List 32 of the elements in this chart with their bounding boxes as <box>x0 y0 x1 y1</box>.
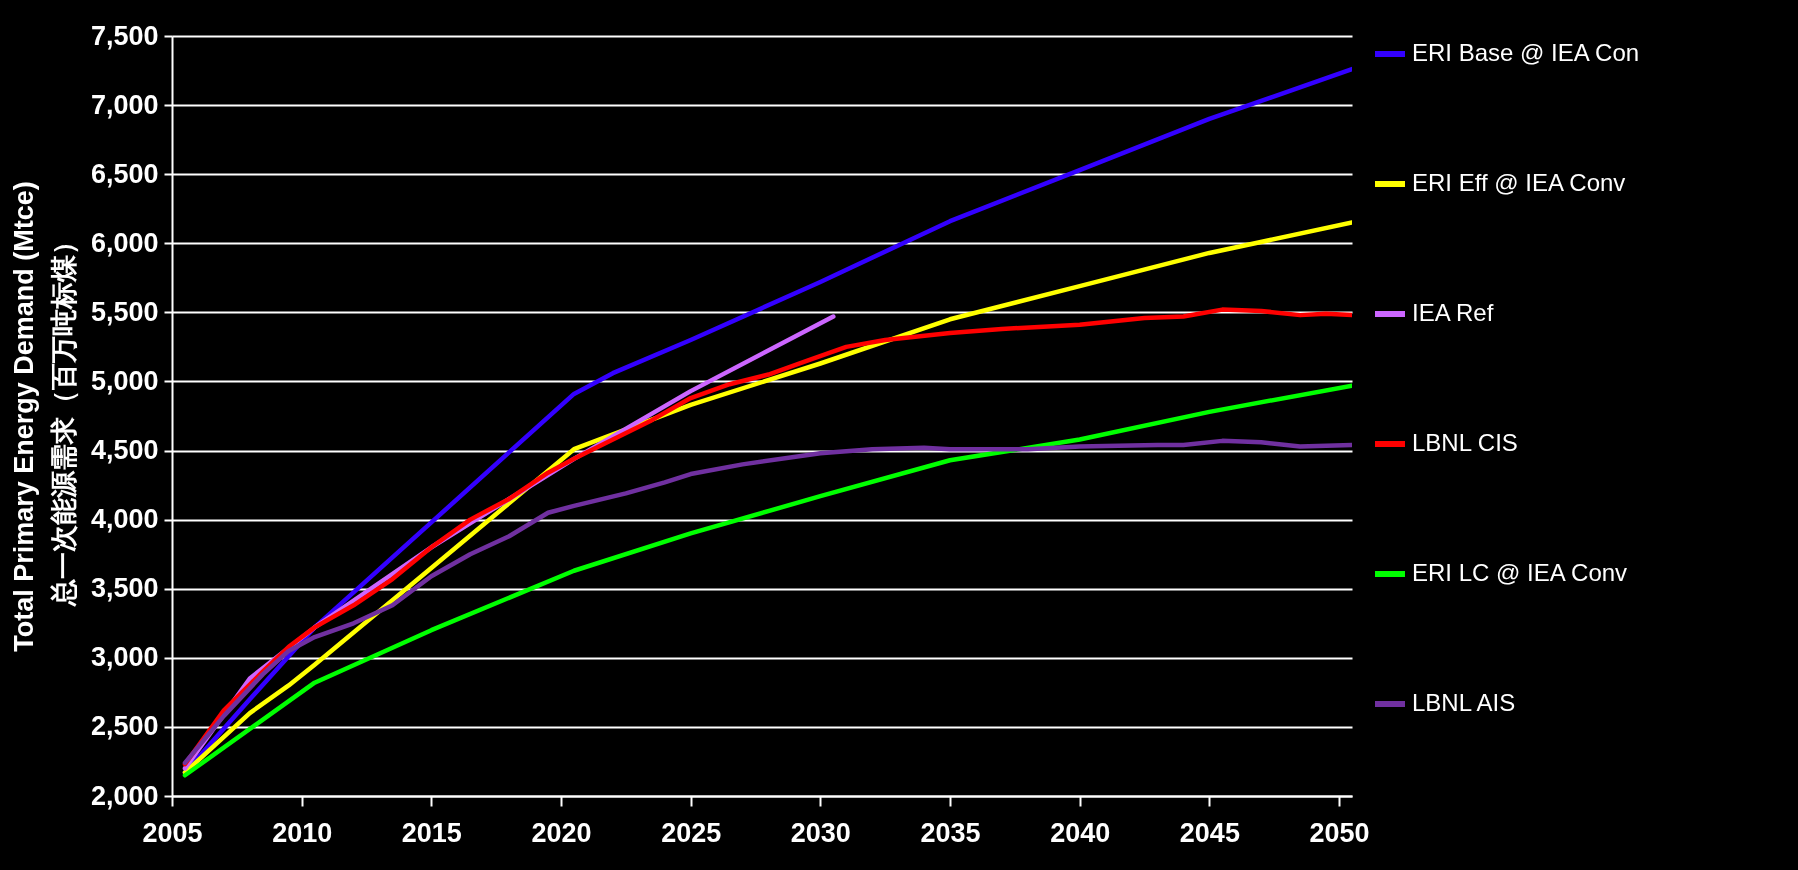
y-tick-label: 5,000 <box>90 365 159 396</box>
y-tick-label: 2,500 <box>90 711 159 742</box>
x-tick-label: 2005 <box>142 817 203 848</box>
y-tick-label: 3,000 <box>90 642 159 673</box>
x-tick-label: 2045 <box>1179 817 1240 848</box>
x-tick-label: 2020 <box>531 817 592 848</box>
y-tick-label: 4,000 <box>90 504 159 535</box>
x-tick-label: 2025 <box>661 817 722 848</box>
legend-label: IEA Ref <box>1412 299 1494 326</box>
y-tick-label: 6,500 <box>90 158 159 189</box>
x-tick-label: 2035 <box>920 817 981 848</box>
x-tick-label: 2030 <box>790 817 851 848</box>
line-series <box>182 307 1352 767</box>
x-tick-label: 2050 <box>1309 817 1370 848</box>
line-series <box>182 438 1352 766</box>
x-tick-label: 2040 <box>1050 817 1111 848</box>
y-tick-label: 3,500 <box>90 573 159 604</box>
y-tick-label: 7,500 <box>90 20 159 51</box>
y-tick-label: 4,500 <box>90 435 159 466</box>
y-tick-label: 7,000 <box>90 89 159 120</box>
line-series <box>182 383 1352 778</box>
y-axis-title: Total Primary Energy Demand (Mtce) 总一次能源需求（百万吨标煤） <box>8 181 79 652</box>
y-tick-label: 2,000 <box>90 780 159 811</box>
x-tick-label: 2015 <box>401 817 462 848</box>
legend-label: LBNL AIS <box>1412 689 1516 716</box>
x-tick-label: 2010 <box>272 817 333 848</box>
y-tick-label: 5,500 <box>90 296 159 327</box>
legend-label: ERI Eff @ IEA Conv <box>1412 169 1626 196</box>
y-tick-label: 6,000 <box>90 227 159 258</box>
legend-label: LBNL CIS <box>1412 429 1518 456</box>
legend-label: ERI LC @ IEA Conv <box>1412 559 1628 586</box>
legend-label: ERI Base @ IEA Con <box>1412 39 1640 66</box>
